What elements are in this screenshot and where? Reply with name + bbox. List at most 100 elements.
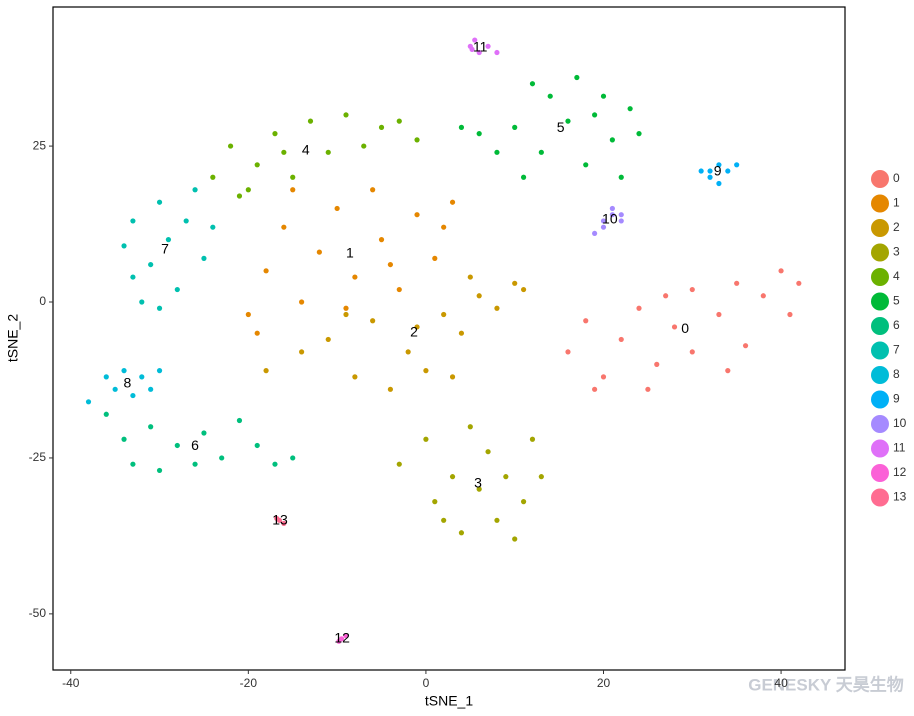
point xyxy=(183,218,189,224)
legend-key xyxy=(871,415,889,433)
point xyxy=(734,280,740,286)
x-tick-label: 40 xyxy=(774,676,788,690)
y-tick-label: -25 xyxy=(29,450,47,464)
point xyxy=(281,149,287,155)
point xyxy=(618,174,624,180)
point xyxy=(281,520,287,527)
point xyxy=(121,368,127,374)
point xyxy=(334,205,340,212)
point xyxy=(689,349,695,355)
legend-key xyxy=(871,366,889,384)
point xyxy=(538,474,544,480)
point xyxy=(636,131,642,137)
point xyxy=(210,224,216,230)
point xyxy=(467,424,473,430)
legend-key xyxy=(871,170,889,188)
point xyxy=(472,37,478,43)
point xyxy=(352,374,358,380)
point xyxy=(423,368,429,374)
cluster-label: 5 xyxy=(557,119,565,135)
point xyxy=(130,392,136,399)
point xyxy=(707,174,713,180)
point xyxy=(405,349,411,355)
y-axis-title: tSNE_2 xyxy=(5,314,21,362)
point xyxy=(201,430,207,436)
point xyxy=(192,461,198,467)
point xyxy=(725,168,731,174)
point xyxy=(645,386,651,392)
point xyxy=(414,324,420,330)
point xyxy=(245,311,251,318)
point xyxy=(414,212,420,218)
point xyxy=(156,368,163,374)
cluster-label: 13 xyxy=(272,511,288,527)
point xyxy=(396,118,402,124)
cluster-label: 1 xyxy=(346,245,354,261)
point xyxy=(156,467,163,474)
point xyxy=(121,243,127,249)
point xyxy=(201,255,207,261)
point xyxy=(130,218,136,224)
point xyxy=(441,224,447,230)
point xyxy=(112,386,118,392)
cluster-label: 7 xyxy=(161,240,169,256)
y-tick-label: 25 xyxy=(33,138,47,152)
point xyxy=(325,149,331,155)
point xyxy=(307,118,314,124)
x-tick-label: 0 xyxy=(423,676,430,690)
point xyxy=(148,386,154,392)
point xyxy=(469,46,475,53)
cluster-label: 0 xyxy=(681,320,689,336)
point xyxy=(574,74,580,81)
point xyxy=(627,106,633,112)
legend-key xyxy=(871,292,889,311)
point xyxy=(174,442,180,449)
cluster-label: 12 xyxy=(334,629,350,645)
point xyxy=(227,143,234,149)
point xyxy=(618,218,624,224)
point xyxy=(512,124,518,130)
point xyxy=(636,305,642,311)
point xyxy=(512,536,518,542)
point xyxy=(148,261,154,268)
point xyxy=(778,268,784,274)
legend-key xyxy=(871,341,889,360)
point xyxy=(396,286,402,293)
point xyxy=(85,399,92,405)
point xyxy=(121,436,127,442)
point xyxy=(618,212,624,218)
point xyxy=(583,318,589,324)
legend-label: 12 xyxy=(893,465,907,479)
point xyxy=(742,343,749,349)
legend-label: 10 xyxy=(893,416,907,430)
point xyxy=(290,455,296,461)
cluster-label: 6 xyxy=(191,437,199,453)
point xyxy=(139,299,145,305)
point xyxy=(130,461,136,467)
point xyxy=(796,280,802,286)
point xyxy=(343,633,349,639)
point xyxy=(716,180,722,187)
point xyxy=(245,187,251,193)
point xyxy=(725,368,731,374)
point xyxy=(520,498,527,505)
point xyxy=(698,168,704,174)
point xyxy=(449,199,456,205)
point xyxy=(485,43,491,49)
point xyxy=(663,293,669,299)
point xyxy=(281,224,287,230)
cluster-label: 3 xyxy=(474,474,482,490)
point xyxy=(370,318,376,324)
point xyxy=(689,286,695,293)
point xyxy=(449,474,456,480)
point xyxy=(654,361,660,367)
point xyxy=(352,274,358,280)
legend-key xyxy=(871,317,889,335)
point xyxy=(494,149,500,155)
point xyxy=(538,149,544,155)
point xyxy=(432,498,438,505)
point xyxy=(396,461,402,467)
point xyxy=(103,374,109,380)
watermark: GENESKY 天昊生物 xyxy=(748,674,904,694)
point xyxy=(263,368,269,374)
